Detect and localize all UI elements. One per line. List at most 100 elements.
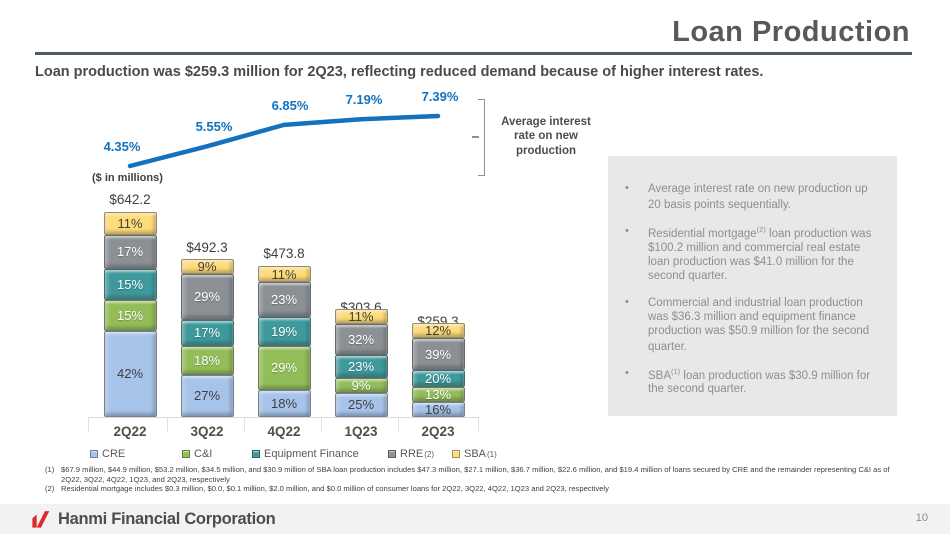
- segment-pct-label: 17%: [193, 325, 221, 341]
- segment-pct-label: 16%: [424, 401, 452, 417]
- segment-cre-1Q23: 25%: [334, 392, 388, 417]
- legend-swatch-icon: [252, 450, 260, 458]
- bar-1Q23: 25% 9% 23% 32% 11%: [334, 309, 388, 417]
- segment-pct-label: 13%: [424, 386, 452, 402]
- segment-pct-label: 23%: [347, 359, 375, 375]
- x-axis-line: [88, 417, 479, 418]
- segment-sba-3Q22: 9%: [180, 259, 234, 275]
- bar-3Q22: 27% 18% 17% 29% 9%: [180, 259, 234, 417]
- x-axis-label-1Q23: 1Q23: [344, 424, 378, 439]
- legend-label: Equipment Finance: [264, 448, 359, 460]
- x-axis-label-2Q23: 2Q23: [421, 424, 455, 439]
- panel-bullet: • Commercial and industrial loan product…: [625, 295, 870, 353]
- legend-swatch-icon: [452, 450, 460, 458]
- x-axis-label-3Q22: 3Q22: [190, 424, 224, 439]
- segment-c&i-3Q22: 18%: [180, 346, 234, 375]
- segment-pct-label: 39%: [424, 346, 452, 362]
- segment-pct-label: 23%: [270, 292, 298, 308]
- segment-pct-label: 29%: [270, 360, 298, 376]
- callout-bracket: [478, 99, 485, 176]
- legend-item-equipment-finance: Equipment Finance: [252, 448, 359, 460]
- segment-cre-2Q22: 42%: [103, 330, 157, 417]
- average-rate-line: [127, 113, 441, 169]
- bullet-dot: •: [625, 224, 629, 237]
- segment-rre-2Q22: 17%: [103, 234, 157, 270]
- segment-equipment-finance-3Q22: 17%: [180, 319, 234, 347]
- segment-pct-label: 9%: [197, 259, 217, 275]
- page-number: 10: [915, 512, 928, 524]
- segment-pct-label: 32%: [347, 332, 375, 348]
- x-axis-tick: [478, 418, 479, 432]
- segment-pct-label: 42%: [116, 366, 144, 382]
- legend-label-superscript: (1): [487, 449, 497, 459]
- legend-item-sba: SBA (1): [452, 448, 497, 460]
- footnote-2: (2) Residential mortgage includes $0.3 m…: [45, 484, 609, 494]
- panel-bullet: • Residential mortgage(2) loan productio…: [625, 224, 872, 282]
- segment-rre-1Q23: 32%: [334, 324, 388, 356]
- segment-rre-3Q22: 29%: [180, 274, 234, 320]
- x-axis-tick: [321, 418, 322, 432]
- segment-pct-label: 20%: [424, 371, 452, 387]
- segment-cre-3Q22: 27%: [180, 374, 234, 417]
- hanmi-logo-icon: [32, 511, 50, 528]
- rate-label-2Q22: 4.35%: [103, 139, 141, 154]
- bar-total-3Q22: $492.3: [186, 239, 228, 255]
- legend-label: CRE: [102, 448, 126, 460]
- panel-bullet: • Average interest rate on new productio…: [625, 182, 868, 211]
- rate-label-2Q23: 7.39%: [421, 89, 459, 104]
- segment-pct-label: 11%: [271, 266, 297, 282]
- segment-pct-label: 9%: [351, 377, 371, 393]
- segment-rre-2Q23: 39%: [411, 338, 465, 371]
- bullet-dot: •: [625, 182, 629, 194]
- segment-sba-4Q22: 11%: [257, 265, 311, 283]
- segment-sba-2Q23: 12%: [411, 323, 465, 339]
- segment-sba-2Q22: 11%: [103, 212, 157, 235]
- title-divider: [35, 52, 912, 55]
- segment-sba-1Q23: 11%: [334, 309, 388, 325]
- segment-pct-label: 27%: [193, 388, 221, 404]
- x-axis-tick: [88, 418, 89, 432]
- bar-2Q23: 16% 13% 20% 39% 12%: [411, 323, 465, 417]
- x-axis-tick: [244, 418, 245, 432]
- segment-rre-4Q22: 23%: [257, 282, 311, 318]
- bullet-dot: •: [625, 295, 629, 308]
- segment-cre-2Q23: 16%: [411, 401, 465, 417]
- brand: Hanmi Financial Corporation: [30, 508, 276, 530]
- slide-subtitle: Loan production was $259.3 million for 2…: [35, 64, 764, 80]
- segment-pct-label: 18%: [270, 395, 298, 411]
- segment-equipment-finance-4Q22: 19%: [257, 317, 311, 346]
- legend-label-superscript: (2): [424, 449, 435, 459]
- legend-swatch-icon: [182, 450, 190, 458]
- callout-bracket-tick: [472, 136, 479, 138]
- segment-c&i-2Q22: 15%: [103, 300, 157, 331]
- x-axis-label-2Q22: 2Q22: [113, 424, 147, 439]
- legend-swatch-icon: [388, 450, 396, 458]
- units-label: ($ in millions): [92, 172, 163, 184]
- legend-item-cre: CRE: [90, 448, 125, 460]
- rate-label-1Q23: 7.19%: [345, 92, 383, 108]
- footnote-1: (1) $67.9 million, $44.9 million, $53.2 …: [45, 465, 890, 484]
- legend-label: RRE: [400, 448, 424, 460]
- footnotes: (1) $67.9 million, $44.9 million, $53.2 …: [45, 465, 905, 494]
- rate-callout-label: Average interest rate on new production: [501, 116, 591, 157]
- segment-c&i-4Q22: 29%: [257, 345, 311, 390]
- segment-c&i-2Q23: 13%: [411, 386, 465, 402]
- rate-label-4Q22: 6.85%: [271, 97, 309, 113]
- segment-pct-label: 15%: [116, 277, 144, 293]
- segment-c&i-1Q23: 9%: [334, 377, 388, 393]
- segment-pct-label: 11%: [348, 309, 374, 325]
- x-axis-tick: [167, 418, 168, 432]
- segment-cre-4Q22: 18%: [257, 389, 311, 417]
- bar-2Q22: 42% 15% 15% 17% 11%: [103, 212, 157, 417]
- panel-bullet: • SBA(1) loan production was $30.9 milli…: [625, 366, 871, 396]
- bar-4Q22: 18% 29% 19% 23% 11%: [257, 265, 311, 417]
- segment-pct-label: 18%: [193, 352, 221, 368]
- segment-pct-label: 19%: [270, 324, 298, 340]
- brand-name: Hanmi Financial Corporation: [58, 509, 276, 528]
- segment-pct-label: 25%: [347, 397, 375, 413]
- segment-pct-label: 12%: [424, 323, 452, 339]
- legend-label: C&I: [194, 448, 213, 460]
- rate-label-3Q22: 5.55%: [195, 119, 233, 135]
- x-axis-label-4Q22: 4Q22: [267, 424, 301, 439]
